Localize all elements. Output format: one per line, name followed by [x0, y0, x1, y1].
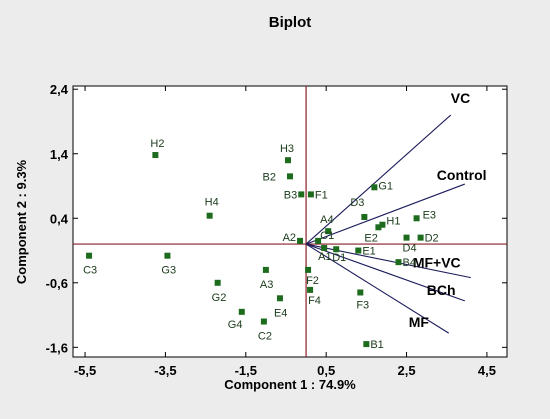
- score-point: [361, 213, 368, 220]
- x-tick-label: 4,5: [478, 363, 496, 378]
- score-point: [86, 252, 93, 259]
- loading-label: MF: [409, 314, 430, 330]
- score-point: [238, 308, 245, 315]
- score-point: [206, 212, 213, 219]
- score-point: [375, 224, 382, 231]
- score-point: [403, 234, 410, 241]
- x-tick-label: 2,5: [397, 363, 415, 378]
- score-point: [371, 184, 378, 191]
- score-point: [260, 318, 267, 325]
- score-points: H2 H3 B2 B3 F1 G1 H4 D3 A4 H1 E3 E2 D4 D2 A2 C1 A1 D1 E1 B4…: [83, 138, 439, 351]
- y-tick-label: -0,6: [46, 276, 68, 291]
- y-axis-label: Component 2 : 9.3%: [14, 159, 29, 284]
- score-label: E4: [274, 307, 287, 319]
- score-point: [276, 295, 283, 302]
- loading-vector: [305, 114, 452, 245]
- score-point: [297, 237, 304, 244]
- x-tick-label: -3,5: [154, 363, 176, 378]
- score-label: D4: [403, 243, 417, 255]
- loading-label: VC: [451, 90, 470, 106]
- score-point: [214, 279, 221, 286]
- score-label: F1: [315, 189, 328, 201]
- score-point: [152, 152, 159, 159]
- score-point: [298, 191, 305, 198]
- x-tick-label: -1,5: [235, 363, 257, 378]
- score-label: E2: [364, 232, 377, 244]
- loading-label: BCh: [427, 282, 456, 298]
- score-point: [325, 228, 332, 235]
- y-tick-label: 1,4: [50, 147, 69, 162]
- score-label: A1: [318, 251, 331, 263]
- loading-vector: [305, 243, 465, 302]
- score-label: F2: [306, 275, 319, 287]
- score-point: [333, 246, 340, 253]
- score-point: [315, 237, 322, 244]
- score-label: F3: [356, 299, 369, 311]
- score-point: [355, 247, 362, 254]
- score-point: [305, 266, 312, 273]
- loading-vector: [305, 183, 466, 245]
- score-label: G3: [161, 265, 176, 277]
- plot-area: [72, 85, 508, 358]
- loading-vector: [305, 243, 450, 334]
- score-label: G2: [212, 292, 227, 304]
- score-label: C1: [320, 230, 334, 242]
- score-label: F4: [308, 295, 321, 307]
- score-label: G4: [228, 319, 243, 331]
- x-axis-ticks: -5,5 -3,5 -1,5 0,5 2,5 4,5: [74, 86, 496, 378]
- x-tick-label: 0,5: [317, 363, 335, 378]
- y-axis-ticks: 2,4 1,4 0,4 -0,6 -1,6: [46, 82, 507, 355]
- score-point: [321, 244, 328, 251]
- score-point: [357, 289, 364, 296]
- y-tick-label: -1,6: [46, 340, 68, 355]
- loading-vectors: VC Control MF+VC BCh MF: [305, 90, 487, 334]
- y-tick-label: 2,4: [50, 82, 69, 97]
- loading-label: Control: [437, 167, 487, 183]
- score-point: [307, 286, 314, 293]
- score-label: E3: [423, 209, 436, 221]
- score-point: [363, 341, 370, 348]
- score-label: B4: [403, 257, 416, 269]
- score-point: [307, 191, 314, 198]
- score-label: B2: [263, 171, 276, 183]
- score-label: A4: [320, 214, 333, 226]
- x-axis-label: Component 1 : 74.9%: [224, 377, 356, 392]
- score-label: E1: [362, 246, 375, 258]
- score-point: [284, 157, 291, 164]
- score-label: D2: [425, 233, 439, 245]
- score-point: [417, 234, 424, 241]
- chart-title: Biplot: [269, 14, 312, 31]
- score-label: H1: [386, 216, 400, 228]
- y-tick-label: 0,4: [50, 211, 69, 226]
- score-label: B1: [370, 339, 383, 351]
- score-label: H3: [280, 143, 294, 155]
- score-label: C3: [83, 265, 97, 277]
- score-label: D1: [332, 252, 346, 264]
- score-point: [287, 173, 293, 180]
- score-point: [395, 259, 402, 266]
- score-label: B3: [284, 189, 297, 201]
- score-label: H2: [150, 138, 164, 150]
- score-point: [413, 215, 420, 222]
- score-label: H4: [205, 197, 219, 209]
- score-label: A3: [260, 279, 273, 291]
- score-point: [379, 221, 386, 228]
- x-tick-label: -5,5: [74, 363, 96, 378]
- score-point: [164, 252, 171, 259]
- score-label: D3: [350, 197, 364, 209]
- loading-label: MF+VC: [413, 255, 461, 271]
- reference-lines: [73, 86, 507, 357]
- score-label: C2: [258, 331, 272, 343]
- score-point: [262, 266, 269, 273]
- score-label: G1: [378, 180, 393, 192]
- score-label: A2: [283, 232, 296, 244]
